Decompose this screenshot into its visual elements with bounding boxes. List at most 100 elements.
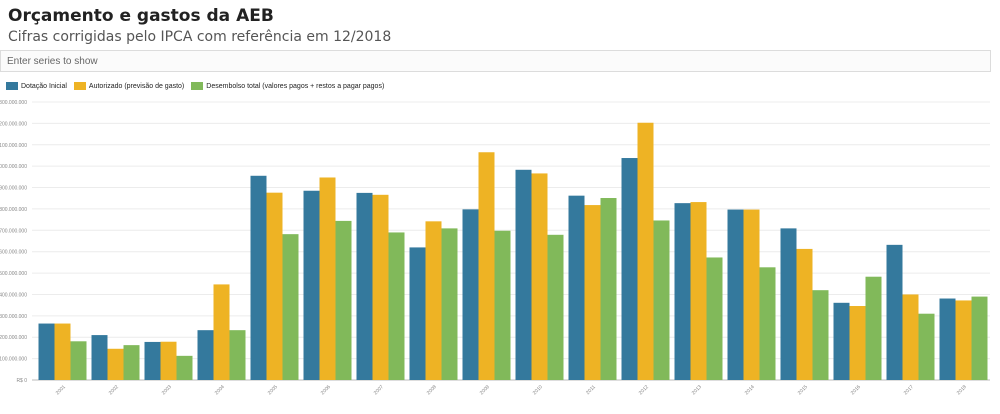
x-tick-label: 2005 xyxy=(267,384,279,396)
bar-autorizado xyxy=(849,306,866,380)
y-tick-label: 1.100.000.000 xyxy=(0,143,27,149)
bar-dotacao xyxy=(939,298,956,380)
bar-dotacao xyxy=(462,209,479,380)
bar-desembolso xyxy=(282,234,299,380)
bar-dotacao xyxy=(356,192,373,380)
y-tick-label: 100.000.000 xyxy=(0,357,27,363)
bar-autorizado xyxy=(213,284,230,380)
bar-dotacao xyxy=(515,169,532,380)
legend-label-desembolso: Desembolso total (valores pagos + restos… xyxy=(206,82,385,90)
bar-chart: R$ 0 100.000.000 200.000.000 300.000.000 400… xyxy=(0,100,990,396)
x-tick-label: 2001 xyxy=(55,384,67,396)
bar-desembolso xyxy=(123,345,140,380)
bar-autorizado xyxy=(796,248,813,380)
bar-autorizado xyxy=(743,209,760,380)
x-tick-label: 2012 xyxy=(638,384,650,396)
bar-dotacao xyxy=(144,341,161,380)
y-tick-label: 500.000.000 xyxy=(0,271,27,277)
legend-item-desembolso[interactable]: Desembolso total (valores pagos + restos… xyxy=(191,82,384,90)
y-tick-label: 300.000.000 xyxy=(0,314,27,320)
bar-dotacao xyxy=(91,335,108,380)
legend-item-autorizado[interactable]: Autorizado (previsão de gasto) xyxy=(73,82,185,90)
bar-autorizado xyxy=(478,152,495,380)
bar-desembolso xyxy=(812,290,829,380)
bar-dotacao xyxy=(886,244,903,380)
y-tick-label: 700.000.000 xyxy=(0,228,27,234)
series-search-input[interactable] xyxy=(1,51,1000,72)
bar-dotacao xyxy=(621,158,638,380)
legend-swatch-dotacao xyxy=(6,82,18,90)
bar-desembolso xyxy=(494,230,511,380)
bar-desembolso xyxy=(706,257,723,380)
bar-desembolso xyxy=(971,296,988,380)
bar-desembolso xyxy=(441,228,458,380)
bar-autorizado xyxy=(531,173,548,380)
bar-autorizado xyxy=(425,221,442,380)
y-tick-label: R$ 0 xyxy=(16,378,27,384)
bar-dotacao xyxy=(250,175,267,380)
bar-desembolso xyxy=(70,341,87,380)
y-tick-label: 1.200.000.000 xyxy=(0,121,27,127)
legend-label-autorizado: Autorizado (previsão de gasto) xyxy=(88,82,185,90)
legend-swatch-autorizado xyxy=(73,82,86,90)
bar-autorizado xyxy=(319,177,336,380)
bar-desembolso xyxy=(759,267,776,380)
legend-swatch-desembolso xyxy=(191,82,204,90)
legend-item-dotacao[interactable]: Dotação Inicial xyxy=(6,82,67,90)
bar-desembolso xyxy=(229,330,246,380)
y-tick-label: 1.300.000.000 xyxy=(0,100,27,106)
bar-autorizado xyxy=(637,122,654,380)
y-tick-label: 1.000.000.000 xyxy=(0,164,27,170)
x-tick-label: 2010 xyxy=(532,384,544,396)
bar-dotacao xyxy=(38,323,55,380)
x-tick-label: 2002 xyxy=(108,384,120,396)
x-tick-label: 2008 xyxy=(426,384,438,396)
bar-autorizado xyxy=(584,205,601,380)
x-tick-label: 2003 xyxy=(161,384,173,396)
series-search-box[interactable] xyxy=(0,50,1000,72)
bar-dotacao xyxy=(303,190,320,380)
y-tick-label: 600.000.000 xyxy=(0,250,27,256)
bar-autorizado xyxy=(690,202,707,380)
bar-desembolso xyxy=(918,313,935,380)
bar-autorizado xyxy=(160,341,177,380)
bar-dotacao xyxy=(674,203,691,380)
bar-autorizado xyxy=(902,294,919,380)
bar-desembolso xyxy=(865,276,882,380)
bar-autorizado xyxy=(107,348,124,380)
bar-dotacao xyxy=(568,195,585,380)
y-tick-label: 800.000.000 xyxy=(0,207,27,213)
x-tick-label: 2014 xyxy=(744,384,756,396)
x-tick-label: 2016 xyxy=(850,384,862,396)
bar-desembolso xyxy=(176,355,193,380)
x-tick-label: 2006 xyxy=(320,384,332,396)
bar-desembolso xyxy=(600,198,617,380)
bar-dotacao xyxy=(833,302,850,380)
bar-dotacao xyxy=(409,247,426,380)
bar-autorizado xyxy=(266,192,283,380)
x-tick-label: 2009 xyxy=(479,384,491,396)
chart-legend: Dotação Inicial Autorizado (previsão de … xyxy=(6,80,391,92)
chart-subtitle: Cifras corrigidas pelo IPCA com referênc… xyxy=(8,29,392,45)
x-tick-label: 2018 xyxy=(956,384,968,396)
y-tick-label: 400.000.000 xyxy=(0,292,27,298)
y-tick-label: 200.000.000 xyxy=(0,335,27,341)
bar-dotacao xyxy=(727,209,744,380)
bar-autorizado xyxy=(372,194,389,380)
bar-dotacao xyxy=(197,330,214,380)
bar-desembolso xyxy=(388,232,405,380)
bar-autorizado xyxy=(955,300,972,380)
bar-dotacao xyxy=(780,228,797,380)
bar-desembolso xyxy=(653,220,670,380)
x-tick-label: 2017 xyxy=(903,384,915,396)
x-tick-label: 2011 xyxy=(585,384,597,396)
x-tick-label: 2004 xyxy=(214,384,226,396)
legend-label-dotacao: Dotação Inicial xyxy=(21,82,67,90)
bar-desembolso xyxy=(547,234,564,380)
x-tick-label: 2015 xyxy=(797,384,809,396)
bar-desembolso xyxy=(335,220,352,380)
y-tick-label: 900.000.000 xyxy=(0,186,27,192)
bar-autorizado xyxy=(54,323,71,380)
chart-title: Orçamento e gastos da AEB xyxy=(8,6,274,26)
x-tick-label: 2007 xyxy=(373,384,385,396)
